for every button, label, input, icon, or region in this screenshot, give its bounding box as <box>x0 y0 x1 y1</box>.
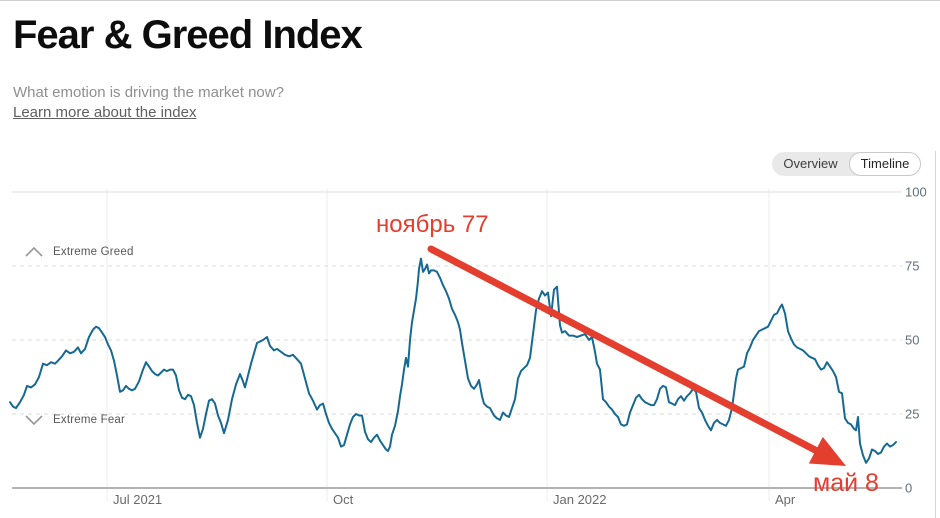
annotation-may-trough: май 8 <box>813 469 879 497</box>
trend-arrow-shaft <box>427 245 821 455</box>
toggle-option-overview[interactable]: Overview <box>783 156 838 171</box>
zone-label-text: Extreme Greed <box>53 246 134 258</box>
page-title: Fear & Greed Index <box>13 13 363 57</box>
x-axis-tick-label: Oct <box>333 492 354 507</box>
annotation-november-peak: ноябрь 77 <box>376 211 489 238</box>
y-axis-tick-label: 25 <box>905 407 919 422</box>
y-axis-tick-label: 50 <box>905 333 919 348</box>
x-axis-tick-label: Apr <box>775 492 796 507</box>
toggle-option-timeline[interactable]: Timeline <box>849 152 921 176</box>
index-line <box>9 257 897 464</box>
y-axis-tick-label: 0 <box>905 481 912 496</box>
x-axis-tick-label: Jul 2021 <box>113 492 162 507</box>
y-axis-tick-label: 75 <box>905 259 919 274</box>
chevron-down-icon <box>25 415 43 425</box>
page-subtitle: What emotion is driving the market now? <box>13 84 284 101</box>
x-axis-tick-label: Jan 2022 <box>553 492 607 507</box>
zone-label-extreme-greed: Extreme Greed <box>25 246 134 258</box>
trend-arrow-head <box>808 436 846 466</box>
chevron-up-icon <box>25 247 43 257</box>
right-divider <box>935 151 936 518</box>
zone-label-text: Extreme Fear <box>53 414 126 426</box>
learn-more-link[interactable]: Learn more about the index <box>13 104 197 121</box>
zone-label-extreme-fear: Extreme Fear <box>25 414 125 426</box>
view-toggle: Overview Timeline <box>772 152 921 176</box>
y-axis-tick-label: 100 <box>905 185 927 200</box>
